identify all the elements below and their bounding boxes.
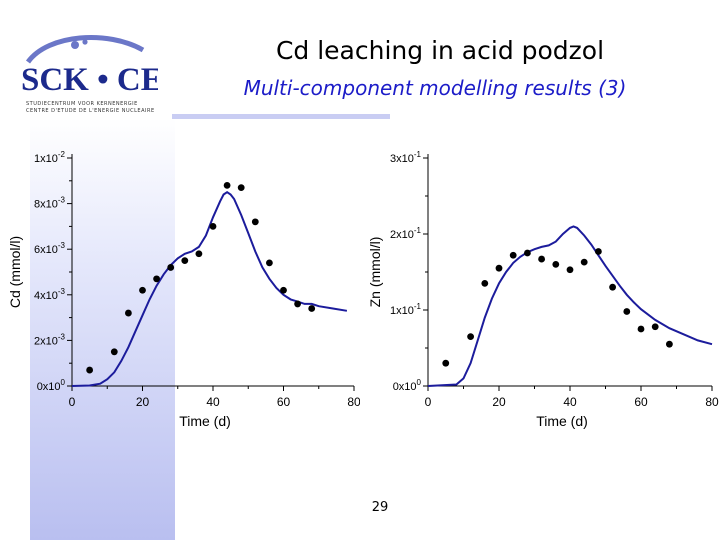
zn-data-point [623,308,631,315]
cd-y-tick-label: 1x10-2 [34,150,66,165]
zn-data-point [666,340,673,348]
zn-data-point [481,280,489,287]
zn-y-tick-label: 0x100 [393,378,422,393]
zn-data-point [495,264,503,272]
cd-y-tick-label: 0x100 [37,378,66,393]
cd-data-point [110,348,118,356]
decorative-gradient-band [30,118,175,540]
page-number: 29 [371,500,389,515]
zn-chart: 0 20 40 60 80 0x100 1x10-1 2x10-1 3x10-1 Time (d)… [367,150,719,429]
slide-title: Cd leaching in acid podzol [275,36,605,65]
cd-x-tick-label: 40 [206,395,220,409]
logo-swoosh [25,35,145,64]
cd-data-point [124,309,132,317]
zn-model-line [427,225,713,387]
title-underline-bar [172,114,390,119]
zn-data-point [566,266,574,274]
slide-subtitle: Multi-component modelling results (3) [243,76,627,100]
logo-dot-small [82,39,88,45]
cd-model-line [71,191,348,387]
zn-data-point [524,249,531,257]
zn-x-tick-label: 20 [492,395,506,409]
zn-x-axis-title: Time (d) [536,413,588,429]
cd-y-tick-label: 2x10-3 [34,332,66,347]
zn-data-point [538,255,545,263]
cd-x-tick-label: 0 [69,395,76,409]
cd-data-point [153,275,161,283]
logo-text: SCK • CEN [21,62,158,98]
zn-data-point [609,283,616,291]
zn-data-point [442,359,450,367]
cd-data-point [209,223,217,230]
cd-y-tick-label: 8x10-3 [34,196,66,211]
cd-chart: 0 20 40 60 80 0x100 2x10-3 4x10-3 6x10-3 8x10-3 1x… [7,150,360,429]
cd-data-point [86,366,94,374]
zn-data-point [509,251,517,259]
logo-dot-large [71,41,79,49]
zn-y-tick-label: 2x10-1 [390,226,422,241]
zn-x-tick-label: 40 [563,395,577,409]
cd-data-point [251,218,259,226]
zn-y-tick-label: 1x10-1 [390,302,422,317]
cd-data-point [294,300,301,308]
logo-subtext-2: CENTRE D'ETUDE DE L'ENERGIE NUCLEAIRE [26,108,155,114]
zn-x-tick-label: 60 [634,395,648,409]
cd-data-point [223,181,231,189]
zn-data-point [467,333,474,340]
zn-data-point [651,323,659,331]
cd-data-point [181,257,189,264]
cd-data-point [237,184,245,192]
zn-x-tick-label: 0 [425,395,432,409]
cd-data-point [167,264,175,271]
zn-data-point [637,325,645,333]
cd-x-tick-label: 60 [277,395,291,409]
cd-y-tick-label: 4x10-3 [34,287,66,302]
cd-data-point [266,259,273,267]
zn-data-point [595,248,602,255]
cd-x-axis-title: Time (d) [179,413,231,429]
zn-data-point [580,258,588,266]
zn-data-point [552,261,560,268]
cd-y-tick-label: 6x10-3 [34,241,66,256]
cd-x-tick-label: 80 [347,395,360,409]
cd-data-point [280,286,287,294]
cd-data-point [308,305,316,312]
zn-x-tick-label: 80 [705,395,719,409]
cd-x-tick-label: 20 [136,395,150,409]
logo-subtext-1: STUDIECENTRUM VOOR KERNENERGIE [26,101,138,107]
cd-data-point [195,250,203,258]
sck-cen-logo: SCK • CEN [21,35,158,98]
cd-y-axis-title: Cd (mmol/l) [7,236,23,308]
zn-y-tick-label: 3x10-1 [390,150,422,165]
zn-y-axis-title: Zn (mmol/l) [367,237,383,308]
cd-data-point [139,286,146,294]
